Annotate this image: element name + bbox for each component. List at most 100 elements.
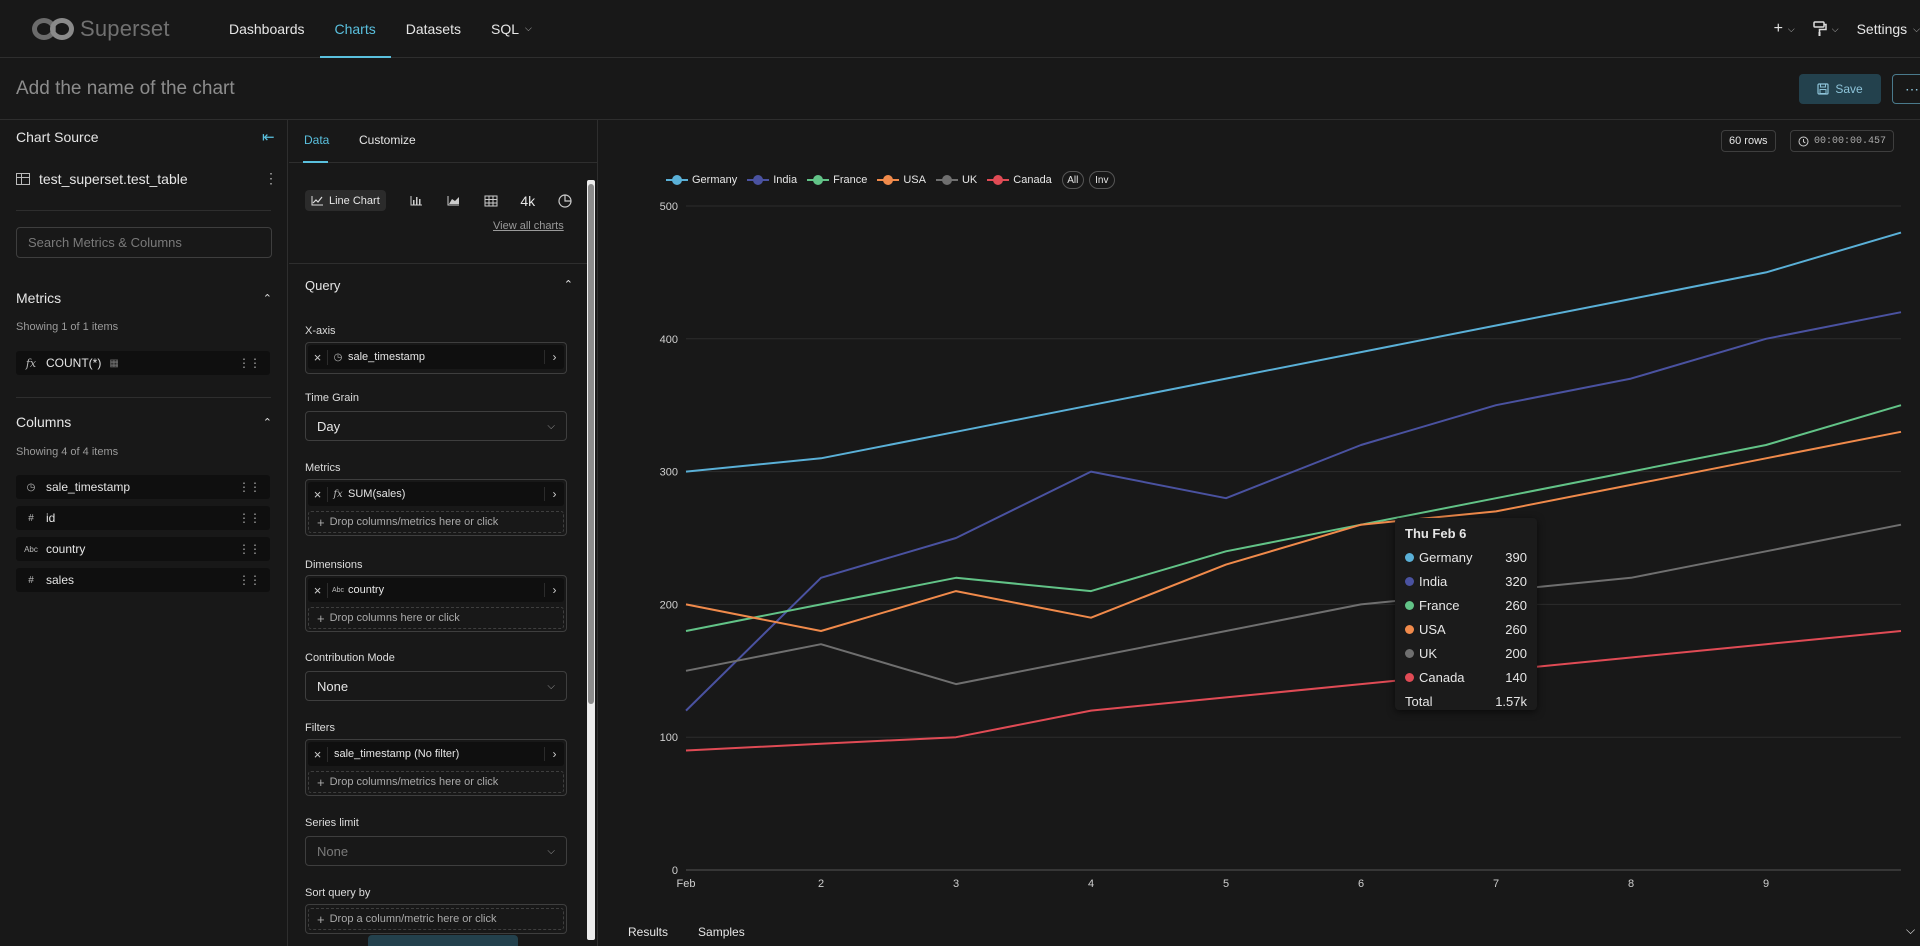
brand-name: Superset <box>80 15 170 41</box>
remove-icon[interactable]: × <box>308 349 328 365</box>
drag-handle-icon[interactable]: ⋮⋮ <box>238 356 261 370</box>
nav-dashboards[interactable]: Dashboards <box>214 0 320 58</box>
plus-icon: + <box>1773 20 1783 37</box>
table-chart-icon[interactable] <box>480 192 502 210</box>
columns-section-title: Columns <box>16 414 72 430</box>
tooltip-series-value: 140 <box>1505 669 1527 685</box>
chevron-down-icon[interactable]: ⌵ <box>1906 923 1916 937</box>
tooltip-row: France 260 <box>1405 593 1527 617</box>
tooltip-series-dot <box>1405 648 1414 658</box>
clock-icon: ◷ <box>333 351 343 363</box>
sort-query-control: + Drop a column/metric here or click <box>305 904 567 934</box>
pie-chart-icon[interactable] <box>554 192 576 210</box>
legend-invert-button[interactable]: Inv <box>1088 171 1115 189</box>
columns-section-toggle[interactable]: Columns ⌃ <box>16 414 272 430</box>
metrics-drop-zone[interactable]: + Drop columns/metrics here or click <box>308 511 564 533</box>
dataset-selector[interactable]: test_superset.test_table ⋮ <box>16 170 278 187</box>
scrollbar-thumb[interactable] <box>588 184 594 704</box>
column-item[interactable]: Abc country ⋮⋮ <box>16 537 270 561</box>
tooltip-series-value: 260 <box>1505 597 1527 613</box>
tab-samples[interactable]: Samples <box>698 925 745 939</box>
tooltip-total-value: 1.57k <box>1495 693 1527 709</box>
row-count-badge: 60 rows <box>1721 130 1776 152</box>
view-all-charts-link[interactable]: View all charts <box>493 220 564 232</box>
brand-logo[interactable]: Superset <box>32 16 214 42</box>
column-item[interactable]: # id ⋮⋮ <box>16 506 270 530</box>
clock-icon <box>1798 136 1809 146</box>
query-section-toggle[interactable]: Query ⌃ <box>305 278 573 293</box>
legend-item[interactable]: UK <box>935 174 977 186</box>
nav-sql-label: SQL <box>490 20 519 37</box>
tab-customize[interactable]: Customize <box>359 133 416 147</box>
series-limit-select[interactable]: None ⌵ <box>305 836 567 866</box>
legend-item[interactable]: India <box>747 174 797 186</box>
big-number-icon[interactable]: 4k <box>520 192 536 209</box>
drag-handle-icon[interactable]: ⋮⋮ <box>238 511 261 525</box>
legend-item[interactable]: USA <box>877 174 926 186</box>
remove-icon[interactable]: × <box>308 486 328 502</box>
viz-line-chart[interactable]: Line Chart <box>305 190 386 211</box>
metric-pill[interactable]: × fx SUM(sales) › <box>308 482 564 506</box>
nav-datasets[interactable]: Datasets <box>391 0 476 58</box>
area-chart-icon[interactable] <box>443 192 465 210</box>
tooltip-series-name: Germany <box>1419 549 1473 565</box>
metric-item[interactable]: fx COUNT(*) ▦ ⋮⋮ <box>16 351 270 375</box>
line-chart-svg[interactable]: 0 100 200 300 400 500 Feb 2 3 4 5 6 7 8 9 <box>598 192 1920 912</box>
xaxis-label: X-axis <box>305 325 336 337</box>
dimension-pill[interactable]: × Abc country › <box>308 578 564 602</box>
chevron-right-icon[interactable]: › <box>544 747 564 761</box>
tooltip-series-dot <box>1405 576 1414 586</box>
legend-select-all-button[interactable]: All <box>1061 171 1084 189</box>
legend-item[interactable]: Germany <box>666 174 737 186</box>
metrics-section-toggle[interactable]: Metrics ⌃ <box>16 290 272 306</box>
settings-menu[interactable]: Settings ⌵ <box>1857 21 1920 37</box>
chevron-right-icon[interactable]: › <box>544 487 564 501</box>
save-icon <box>1817 83 1829 95</box>
chevron-right-icon[interactable]: › <box>544 350 564 364</box>
metrics-count: Showing 1 of 1 items <box>16 321 119 333</box>
drag-handle-icon[interactable]: ⋮⋮ <box>238 480 261 494</box>
time-grain-select[interactable]: Day ⌵ <box>305 411 567 441</box>
column-item[interactable]: ◷ sale_timestamp ⋮⋮ <box>16 475 270 499</box>
remove-icon[interactable]: × <box>308 746 328 762</box>
string-type-icon: Abc <box>331 586 345 594</box>
collapse-panel-icon[interactable]: ⇤ <box>262 129 275 146</box>
search-metrics-columns-input[interactable] <box>16 227 272 258</box>
function-icon: fx <box>25 356 37 370</box>
save-button[interactable]: Save <box>1799 74 1881 104</box>
xaxis-pill[interactable]: × ◷ sale_timestamp › <box>308 345 564 369</box>
control-panel-scrollbar[interactable] <box>587 180 595 940</box>
column-item[interactable]: # sales ⋮⋮ <box>16 568 270 592</box>
dimensions-drop-zone[interactable]: + Drop columns here or click <box>308 607 564 629</box>
drag-handle-icon[interactable]: ⋮⋮ <box>238 573 261 587</box>
tooltip-series-dot <box>1405 552 1414 562</box>
sort-drop-zone[interactable]: + Drop a column/metric here or click <box>308 908 564 930</box>
datasource-panel: Chart Source ⇤ test_superset.test_table … <box>0 120 288 946</box>
contribution-mode-select[interactable]: None ⌵ <box>305 671 567 701</box>
chart-name-input[interactable]: Add the name of the chart <box>16 78 235 99</box>
drag-handle-icon[interactable]: ⋮⋮ <box>238 542 261 556</box>
bar-chart-icon[interactable] <box>406 192 428 210</box>
remove-icon[interactable]: × <box>308 582 328 598</box>
tab-data[interactable]: Data <box>304 133 330 147</box>
filters-drop-zone[interactable]: + Drop columns/metrics here or click <box>308 771 564 793</box>
filter-pill[interactable]: × sale_timestamp (No filter) › <box>308 742 564 766</box>
dataset-menu-icon[interactable]: ⋮ <box>264 170 278 186</box>
more-options-button[interactable]: ⋯ <box>1892 74 1920 104</box>
new-item-button[interactable]: + ⌵ <box>1774 20 1795 38</box>
chevron-down-icon: ⌵ <box>547 845 555 857</box>
nav-sql[interactable]: SQL ⌵ <box>476 0 547 58</box>
chevron-down-icon: ⌵ <box>1913 23 1920 34</box>
chart-source-title: Chart Source <box>16 129 99 145</box>
y-tick-label: 300 <box>660 467 678 479</box>
series-line-france <box>685 404 1902 632</box>
chevron-right-icon[interactable]: › <box>544 583 564 597</box>
nav-charts[interactable]: Charts <box>319 0 391 58</box>
legend-item[interactable]: Canada <box>987 174 1052 186</box>
tab-results[interactable]: Results <box>628 925 669 939</box>
dimensions-label: Dimensions <box>305 559 363 571</box>
update-chart-button[interactable] <box>368 935 518 946</box>
legend-item[interactable]: France <box>807 174 867 186</box>
theme-button[interactable]: ⌵ <box>1813 21 1839 37</box>
